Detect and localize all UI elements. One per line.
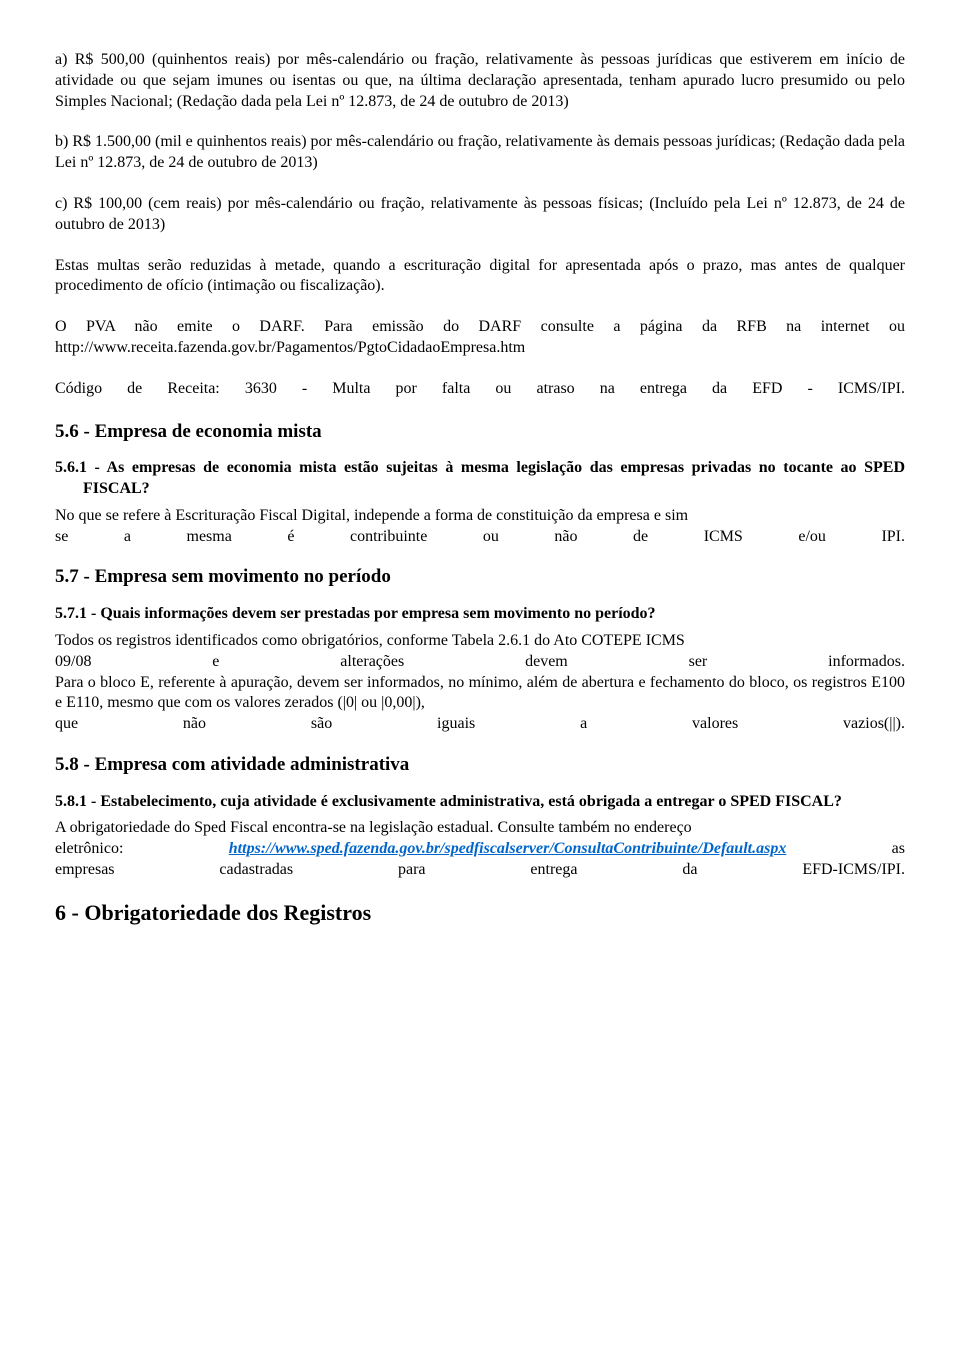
answer-5-8-1-line1: A obrigatoriedade do Sped Fiscal encontr…: [55, 818, 905, 839]
answer-5-8-1-line3: empresas cadastradas para entrega da EFD…: [55, 860, 905, 881]
answer-5-8-1-post: as: [892, 840, 905, 857]
question-5-8-1: 5.8.1 - Estabelecimento, cuja atividade …: [55, 792, 905, 813]
paragraph-b: b) R$ 1.500,00 (mil e quinhentos reais) …: [55, 132, 905, 174]
answer-5-8-1-pre: eletrônico:: [55, 840, 229, 857]
answer-5-6-1-line2: se a mesma é contribuinte ou não de ICMS…: [55, 527, 905, 548]
answer-5-7-1-line4: que não são iguais a valores vazios(||).: [55, 714, 905, 735]
answer-5-8-1-line2: eletrônico: https://www.sped.fazenda.gov…: [55, 839, 905, 860]
answer-5-8-1: A obrigatoriedade do Sped Fiscal encontr…: [55, 818, 905, 880]
heading-5-7: 5.7 - Empresa sem movimento no período: [55, 565, 905, 590]
answer-5-7-1-line3: Para o bloco E, referente à apuração, de…: [55, 673, 905, 715]
paragraph-codigo: Código de Receita: 3630 - Multa por falt…: [55, 379, 905, 400]
answer-5-7-1-line1: Todos os registros identificados como ob…: [55, 631, 905, 652]
paragraph-c: c) R$ 100,00 (cem reais) por mês-calendá…: [55, 194, 905, 236]
paragraph-multas: Estas multas serão reduzidas à metade, q…: [55, 256, 905, 298]
heading-5-8: 5.8 - Empresa com atividade administrati…: [55, 753, 905, 778]
question-5-7-1: 5.7.1 - Quais informações devem ser pres…: [55, 604, 905, 625]
heading-5-6: 5.6 - Empresa de economia mista: [55, 420, 905, 445]
answer-5-7-1-line2: 09/08 e alterações devem ser informados.: [55, 652, 905, 673]
answer-5-6-1: No que se refere à Escrituração Fiscal D…: [55, 506, 905, 548]
answer-5-6-1-line1: No que se refere à Escrituração Fiscal D…: [55, 507, 688, 524]
sped-link[interactable]: https://www.sped.fazenda.gov.br/spedfisc…: [229, 840, 787, 857]
paragraph-pva: O PVA não emite o DARF. Para emissão do …: [55, 317, 905, 359]
answer-5-7-1: Todos os registros identificados como ob…: [55, 631, 905, 735]
heading-6: 6 - Obrigatoriedade dos Registros: [55, 899, 905, 928]
question-5-6-1: 5.6.1 - As empresas de economia mista es…: [55, 458, 905, 500]
paragraph-a: a) R$ 500,00 (quinhentos reais) por mês-…: [55, 50, 905, 112]
